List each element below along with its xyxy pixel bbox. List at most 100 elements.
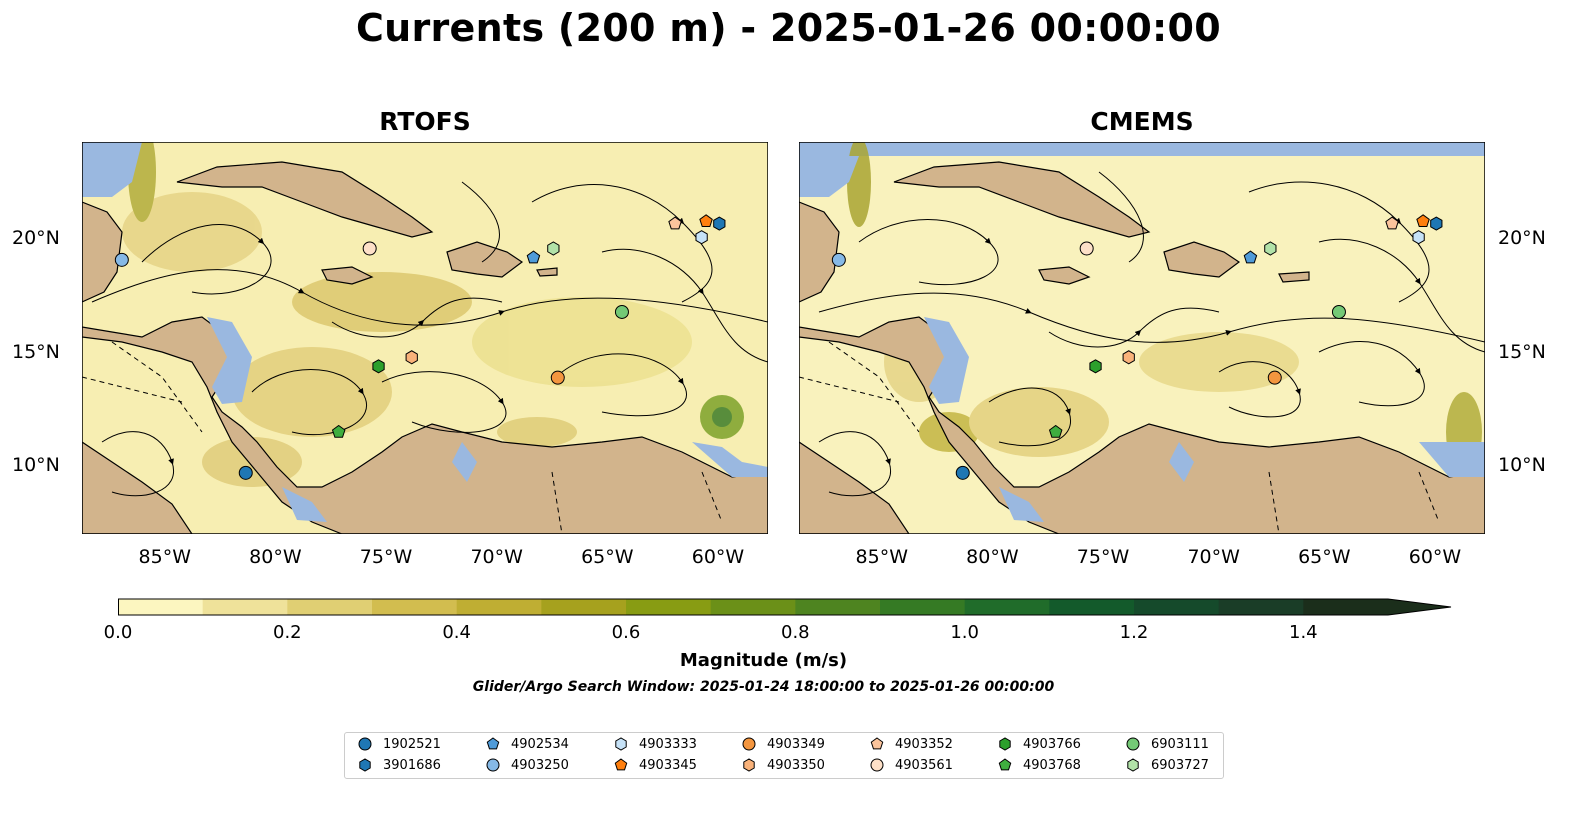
float-marker-4903352[interactable] (668, 216, 682, 230)
float-marker-4903250[interactable] (831, 252, 846, 267)
legend-label: 4903766 (1023, 736, 1081, 752)
float-marker-4903345[interactable] (1416, 214, 1430, 228)
float-marker-6903727[interactable] (1264, 241, 1277, 256)
legend-label: 3901686 (383, 757, 441, 773)
legend-item-4903349: 4903349 (741, 736, 825, 752)
colorbar-swatch (287, 599, 373, 615)
float-marker-4903768[interactable] (331, 424, 346, 438)
float-marker-4903250[interactable] (114, 252, 129, 267)
pentagon-marker-icon (870, 737, 884, 750)
panel-title-cmems: CMEMS (1090, 107, 1194, 136)
float-marker-4903352[interactable] (1385, 216, 1399, 230)
legend-label: 1902521 (383, 736, 441, 752)
float-marker-4903333[interactable] (1412, 230, 1425, 245)
colorbar-tick-label: 0.6 (611, 622, 641, 643)
legend-item-4903333: 4903333 (613, 736, 697, 752)
hexagon-marker-icon (359, 758, 371, 772)
float-marker-3901686[interactable] (713, 216, 726, 231)
legend-item-4903345: 4903345 (613, 757, 697, 773)
colorbar-swatches (118, 598, 1452, 616)
float-markers (831, 214, 1443, 480)
legend-item-4903561: 4903561 (869, 757, 953, 773)
lon-tick-label: 85°W (855, 546, 908, 568)
colorbar-swatch (1218, 599, 1304, 615)
float-marker-3901686[interactable] (1430, 216, 1443, 231)
colorbar-tick-label: 1.4 (1289, 622, 1318, 643)
colorbar-tick-label: 1.0 (950, 622, 979, 643)
lon-tick-label: 80°W (249, 546, 302, 568)
map-rtofs (82, 142, 768, 534)
float-marker-4903349[interactable] (550, 370, 565, 385)
lat-tick-label: 20°N (1498, 227, 1546, 250)
colorbar-swatch (1049, 599, 1135, 615)
lon-tick-label: 60°W (1408, 546, 1462, 568)
float-marker-4902534[interactable] (1243, 250, 1258, 264)
land-masses (799, 161, 1485, 534)
legend-item-4902534: 4902534 (485, 736, 569, 752)
float-marker-4902534[interactable] (526, 250, 541, 264)
lon-tick-label: 65°W (581, 546, 634, 568)
colorbar-label: Magnitude (m/s) (679, 650, 848, 671)
circle-marker-icon (742, 737, 756, 751)
float-marker-4903350[interactable] (1122, 350, 1135, 365)
map-panel-rtofs[interactable] (82, 142, 768, 534)
legend: 1902521 3901686 4902534 4903250 4903333 49033… (344, 732, 1224, 779)
float-marker-4903766[interactable] (1089, 359, 1102, 374)
panel-title-rtofs: RTOFS (379, 107, 471, 136)
coastal-water (799, 156, 1485, 522)
legend-item-4903250: 4903250 (485, 757, 569, 773)
lat-tick-label: 10°N (1498, 454, 1546, 477)
search-window-text: Glider/Argo Search Window: 2025-01-24 18… (472, 679, 1055, 695)
map-cmems (799, 142, 1485, 534)
lat-tick-label: 15°N (1498, 340, 1546, 363)
legend-label: 4903349 (767, 736, 825, 752)
lon-tick-label: 80°W (966, 546, 1019, 568)
legend-item-4903768: 4903768 (997, 757, 1081, 773)
colorbar-swatch (1303, 599, 1389, 615)
float-marker-4903768[interactable] (1048, 424, 1063, 438)
legend-label: 4903350 (767, 757, 825, 773)
lon-tick-label: 85°W (138, 546, 191, 568)
legend-label: 6903111 (1151, 736, 1209, 752)
colorbar-swatch (710, 599, 796, 615)
colorbar-swatch (795, 599, 881, 615)
streamlines (818, 171, 1485, 497)
float-marker-1902521[interactable] (238, 465, 253, 480)
border-lines (82, 341, 723, 534)
colorbar-swatch (118, 599, 204, 615)
colorbar-swatch (202, 599, 288, 615)
hexagon-marker-icon (1127, 758, 1139, 772)
colorbar-extend-arrow (1388, 599, 1451, 615)
colorbar-swatch (626, 599, 712, 615)
circle-marker-icon (486, 758, 500, 772)
float-marker-4903561[interactable] (362, 241, 377, 256)
float-marker-4903350[interactable] (405, 350, 418, 365)
circle-marker-icon (358, 737, 372, 751)
float-marker-4903766[interactable] (372, 359, 385, 374)
data-gap-band (799, 142, 1485, 156)
legend-label: 6903727 (1151, 757, 1209, 773)
legend-item-4903350: 4903350 (741, 757, 825, 773)
colorbar-frame (118, 598, 1452, 616)
lat-tick-label: 10°N (12, 454, 60, 477)
float-marker-6903111[interactable] (1331, 304, 1346, 319)
float-marker-4903561[interactable] (1079, 241, 1094, 256)
float-marker-4903345[interactable] (699, 214, 713, 228)
float-marker-4903349[interactable] (1267, 370, 1282, 385)
map-panel-cmems[interactable] (799, 142, 1485, 534)
legend-item-4903352: 4903352 (869, 736, 953, 752)
colorbar-swatch (541, 599, 627, 615)
colorbar-tick-label: 0.0 (103, 622, 133, 643)
colorbar-swatch (880, 599, 966, 615)
legend-label: 4902534 (511, 736, 569, 752)
colorbar-tick-label: 0.4 (442, 622, 471, 643)
float-marker-6903111[interactable] (614, 304, 629, 319)
float-marker-6903727[interactable] (547, 241, 560, 256)
lon-tick-label: 75°W (359, 546, 413, 568)
colorbar-tick-label: 1.2 (1119, 622, 1149, 643)
float-marker-4903333[interactable] (695, 230, 708, 245)
float-marker-1902521[interactable] (955, 465, 970, 480)
legend-label: 4903352 (895, 736, 953, 752)
legend-label: 4903345 (639, 757, 697, 773)
colorbar-swatch (456, 599, 542, 615)
